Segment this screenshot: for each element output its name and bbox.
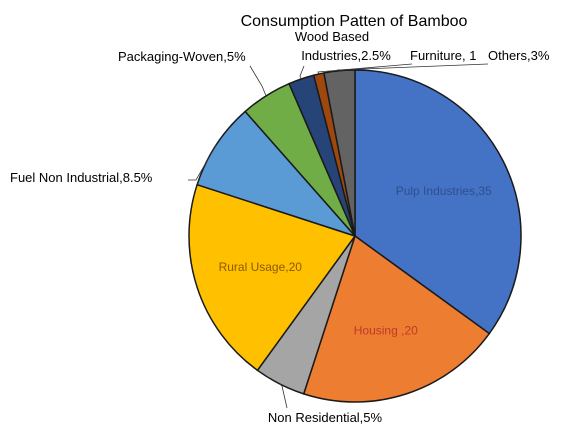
leader-line-others-3 bbox=[336, 63, 489, 72]
slice-label-housing-20: Housing ,20 bbox=[354, 324, 418, 338]
chart-title: Consumption Patten of Bamboo bbox=[241, 13, 468, 30]
leader-lines bbox=[188, 63, 489, 409]
slice-labels: Pulp Industries,35 Housing ,20 Non Residen… bbox=[10, 29, 550, 425]
slice-label-wood-based-industries-2-5-line-1: Wood Based bbox=[295, 29, 369, 44]
slices-layer bbox=[188, 69, 522, 403]
leader-line-non-residential-5 bbox=[279, 383, 288, 409]
pie-slice-pulp-industries-35 bbox=[354, 69, 522, 335]
slice-label-non-residential-5: Non Residential,5% bbox=[268, 410, 383, 425]
slice-label-fuel-non-industrial-8-5: Fuel Non Industrial,8.5% bbox=[10, 170, 153, 185]
leader-line-fuel-non-industrial-8-5 bbox=[188, 144, 217, 181]
slice-label-pulp-industries-35: Pulp Industries,35 bbox=[396, 184, 492, 198]
pie-slice-housing-20 bbox=[302, 234, 491, 403]
pie-slice-rural-usage-20 bbox=[188, 183, 357, 372]
leader-line-wood-based-industries-2-5 bbox=[299, 65, 305, 80]
leader-line-packaging-woven-5 bbox=[249, 65, 267, 96]
slice-label-rural-usage-20: Rural Usage,20 bbox=[219, 260, 303, 274]
slice-label-others-3: Others,3% bbox=[488, 48, 550, 63]
slice-label-packaging-woven-5: Packaging-Woven,5% bbox=[118, 49, 246, 64]
pie-slice-others-3 bbox=[323, 69, 356, 237]
leader-line-furniture-1 bbox=[317, 63, 413, 75]
slice-label-furniture-1: Furniture, 1 bbox=[410, 48, 476, 63]
slice-label-wood-based-industries-2-5-line-2: Industries,2.5% bbox=[301, 48, 391, 63]
